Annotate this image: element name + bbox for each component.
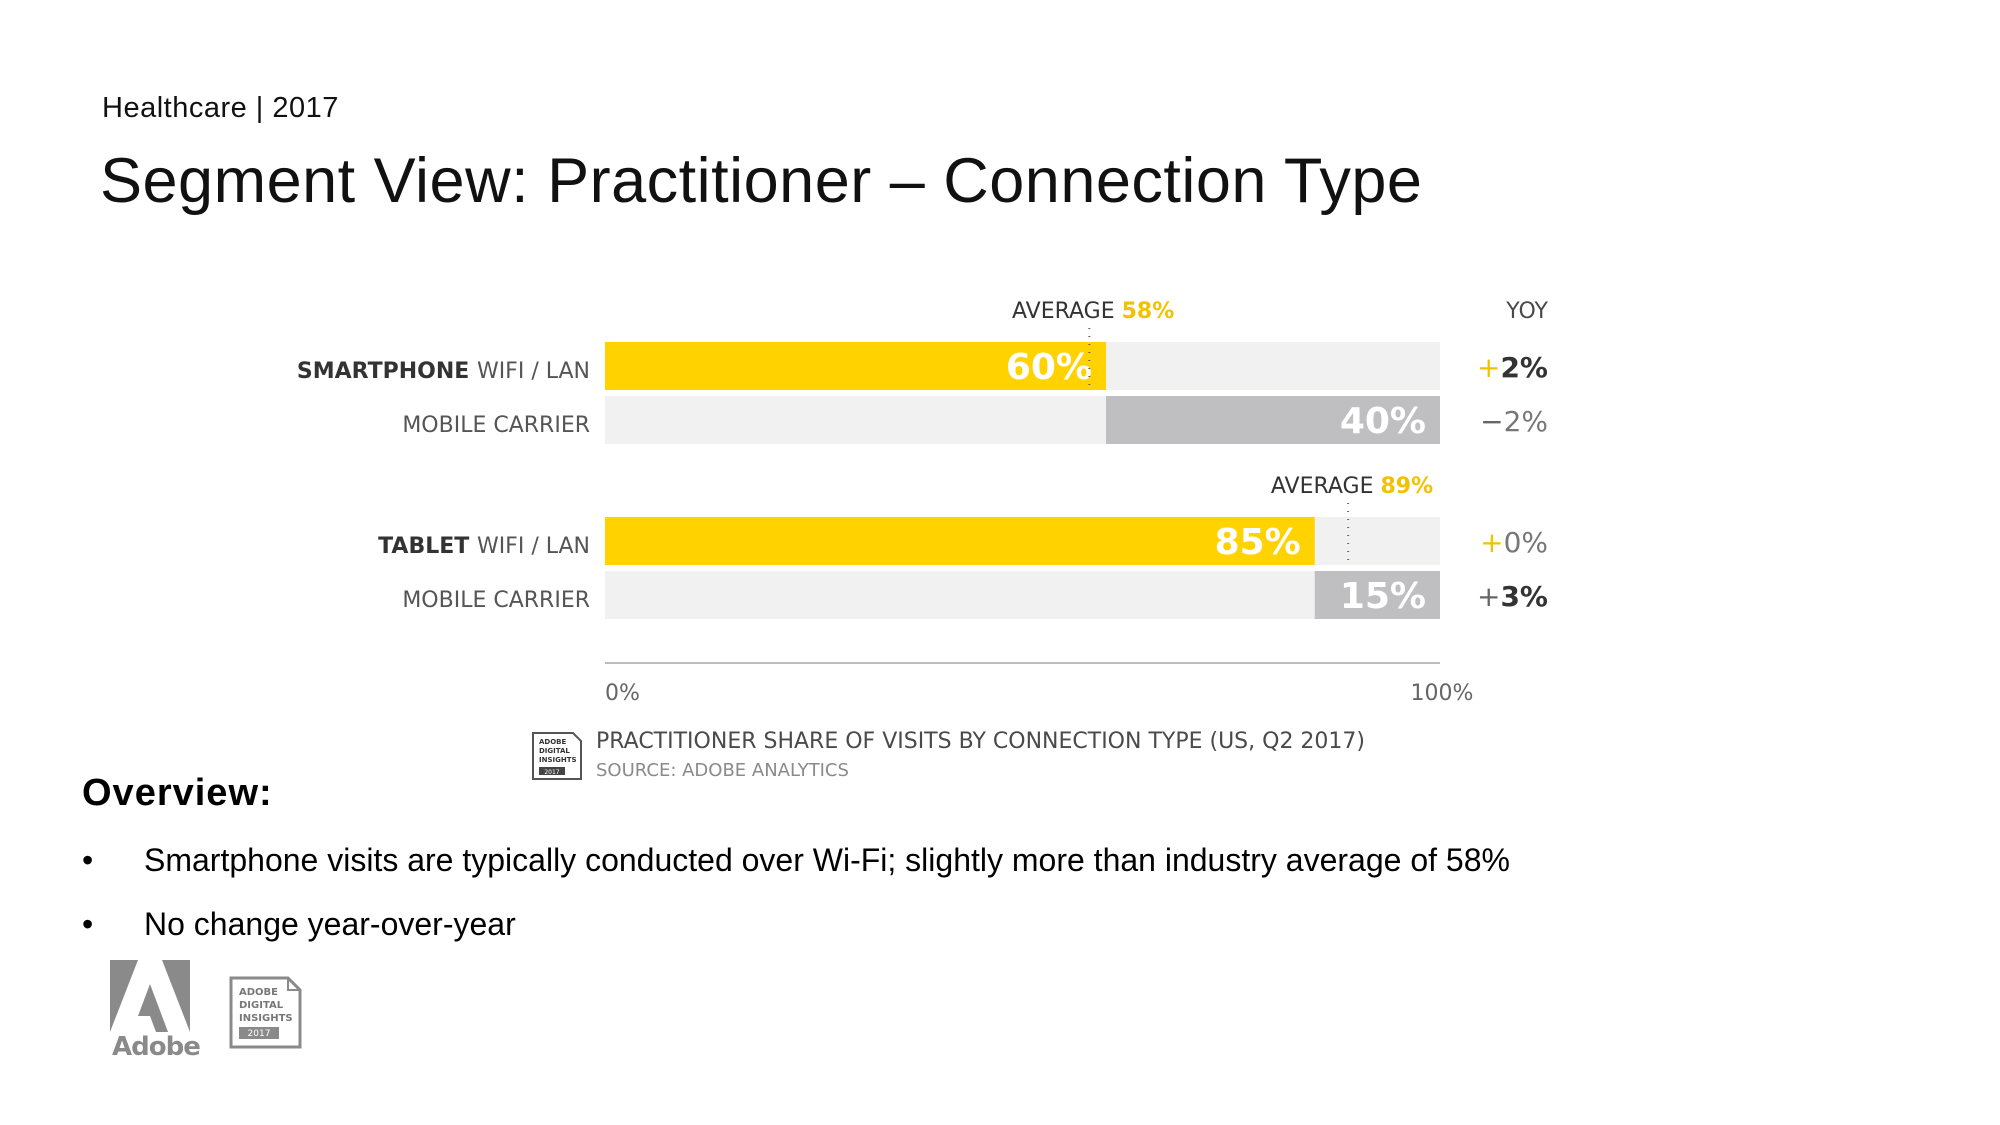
yoy-sign: + (1477, 351, 1500, 384)
chart-source: SOURCE: ADOBE ANALYTICS (596, 760, 849, 781)
mobile-bar (1314, 571, 1440, 619)
connection-label: WIFI / LAN (477, 534, 590, 559)
row-label: MOBILE CARRIER (402, 413, 590, 438)
bar-value-label: 60% (1006, 347, 1092, 388)
average-label: AVERAGE 58% (1012, 299, 1174, 324)
yoy-value: +2% (1477, 351, 1548, 384)
yoy-number: 2% (1504, 405, 1548, 438)
yoy-sign: + (1480, 526, 1503, 559)
x-tick-label: 0% (605, 681, 640, 706)
page-title: Segment View: Practitioner – Connection … (100, 146, 1423, 216)
adi-legend-badge-icon: ADOBE DIGITAL INSIGHTS 2017 (532, 732, 582, 780)
average-value: 58% (1122, 299, 1175, 324)
x-tick-label: 100% (1411, 681, 1474, 706)
row-label: TABLET WIFI / LAN (378, 534, 590, 559)
yoy-value: −2% (1480, 405, 1548, 438)
device-label: TABLET (378, 534, 477, 559)
yoy-number: 2% (1500, 351, 1548, 384)
yoy-header: YOY (1505, 299, 1548, 324)
bar-track (605, 571, 1440, 619)
mobile-bar (1106, 396, 1440, 444)
badge-line: ADOBE (239, 987, 278, 998)
bullet-text: No change year-over-year (144, 906, 516, 942)
bullet-symbol: • (82, 842, 94, 878)
bar-value-label: 15% (1340, 576, 1426, 617)
badge-year: 2017 (248, 1029, 271, 1039)
badge-line: INSIGHTS (239, 1013, 293, 1024)
overview-bullet: • Smartphone visits are typically conduct… (82, 842, 1510, 879)
connection-label: WIFI / LAN (477, 359, 590, 384)
yoy-sign: + (1477, 580, 1500, 613)
overview-bullet: • No change year-over-year (82, 906, 516, 943)
page-subtitle: Healthcare | 2017 (102, 92, 339, 124)
yoy-value: +3% (1477, 580, 1548, 613)
row-label: SMARTPHONE WIFI / LAN (297, 359, 590, 384)
connection-label: MOBILE CARRIER (402, 413, 590, 438)
bar-value-label: 40% (1340, 401, 1426, 442)
average-value: 89% (1380, 474, 1433, 499)
row-label: MOBILE CARRIER (402, 588, 590, 613)
adobe-logo-icon (110, 960, 190, 1032)
connection-label: MOBILE CARRIER (402, 588, 590, 613)
yoy-value: +0% (1480, 526, 1548, 559)
bullet-symbol: • (82, 906, 94, 942)
badge-line: DIGITAL (239, 1000, 284, 1011)
yoy-sign: − (1480, 405, 1503, 438)
chart-legend-title: PRACTITIONER SHARE OF VISITS BY CONNECTI… (596, 729, 1366, 754)
yoy-number: 3% (1500, 580, 1548, 613)
svg-text:ADOBE: ADOBE (539, 738, 567, 746)
connection-type-chart: YOY AVERAGE 58% 60% SMARTPHONE WIFI / LAN +2… (297, 299, 1549, 706)
average-word: AVERAGE (1012, 299, 1122, 324)
bullet-text: Smartphone visits are typically conducte… (144, 842, 1510, 878)
svg-text:INSIGHTS: INSIGHTS (539, 756, 577, 764)
wifi-bar (605, 342, 1106, 390)
adobe-logo-word: Adobe (112, 1032, 201, 1062)
wifi-bar (605, 517, 1315, 565)
device-label: SMARTPHONE (297, 359, 477, 384)
average-word: AVERAGE (1271, 474, 1381, 499)
adi-footer-badge-icon: ADOBE DIGITAL INSIGHTS 2017 (229, 976, 302, 1049)
average-label: AVERAGE 89% (1271, 474, 1433, 499)
svg-text:DIGITAL: DIGITAL (539, 747, 570, 755)
yoy-number: 0% (1504, 526, 1548, 559)
svg-text:2017: 2017 (544, 769, 559, 776)
bar-value-label: 85% (1215, 522, 1301, 563)
overview-heading: Overview: (82, 772, 273, 814)
